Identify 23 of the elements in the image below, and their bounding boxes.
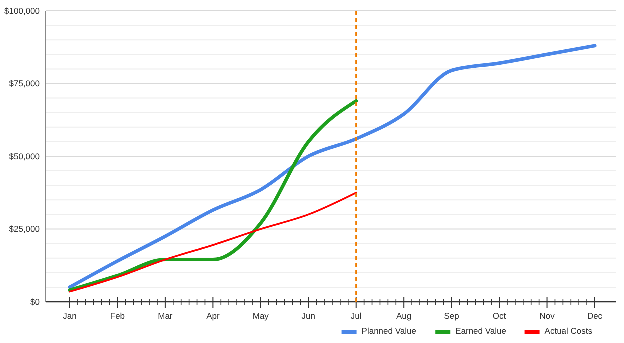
x-tick-label: Aug — [396, 311, 412, 321]
x-tick-label: Mar — [158, 311, 173, 321]
x-tick-label: Jul — [350, 311, 362, 321]
x-tick-label: Jan — [63, 311, 78, 321]
y-tick-label: $0 — [30, 296, 40, 307]
x-tick-label: Nov — [540, 311, 556, 321]
x-tick-label: May — [252, 311, 270, 321]
x-tick-label: Apr — [206, 311, 220, 321]
x-tick-label: Feb — [110, 311, 126, 321]
line-series — [68, 44, 597, 290]
y-tick-label: $100,000 — [4, 6, 40, 16]
legend-label: Planned Value — [362, 326, 417, 336]
line-series — [68, 99, 358, 292]
line-series — [69, 192, 358, 293]
y-tick-label: $25,000 — [9, 224, 40, 234]
legend-label: Earned Value — [456, 326, 507, 336]
y-tick-label: $50,000 — [9, 151, 40, 162]
x-tick-label: Sep — [444, 311, 460, 321]
y-tick-label: $75,000 — [9, 78, 40, 89]
legend-label: Actual Costs — [544, 326, 593, 336]
x-tick-label: Oct — [492, 311, 507, 321]
x-tick-label: Jun — [302, 311, 316, 321]
x-tick-label: Dec — [587, 311, 604, 321]
